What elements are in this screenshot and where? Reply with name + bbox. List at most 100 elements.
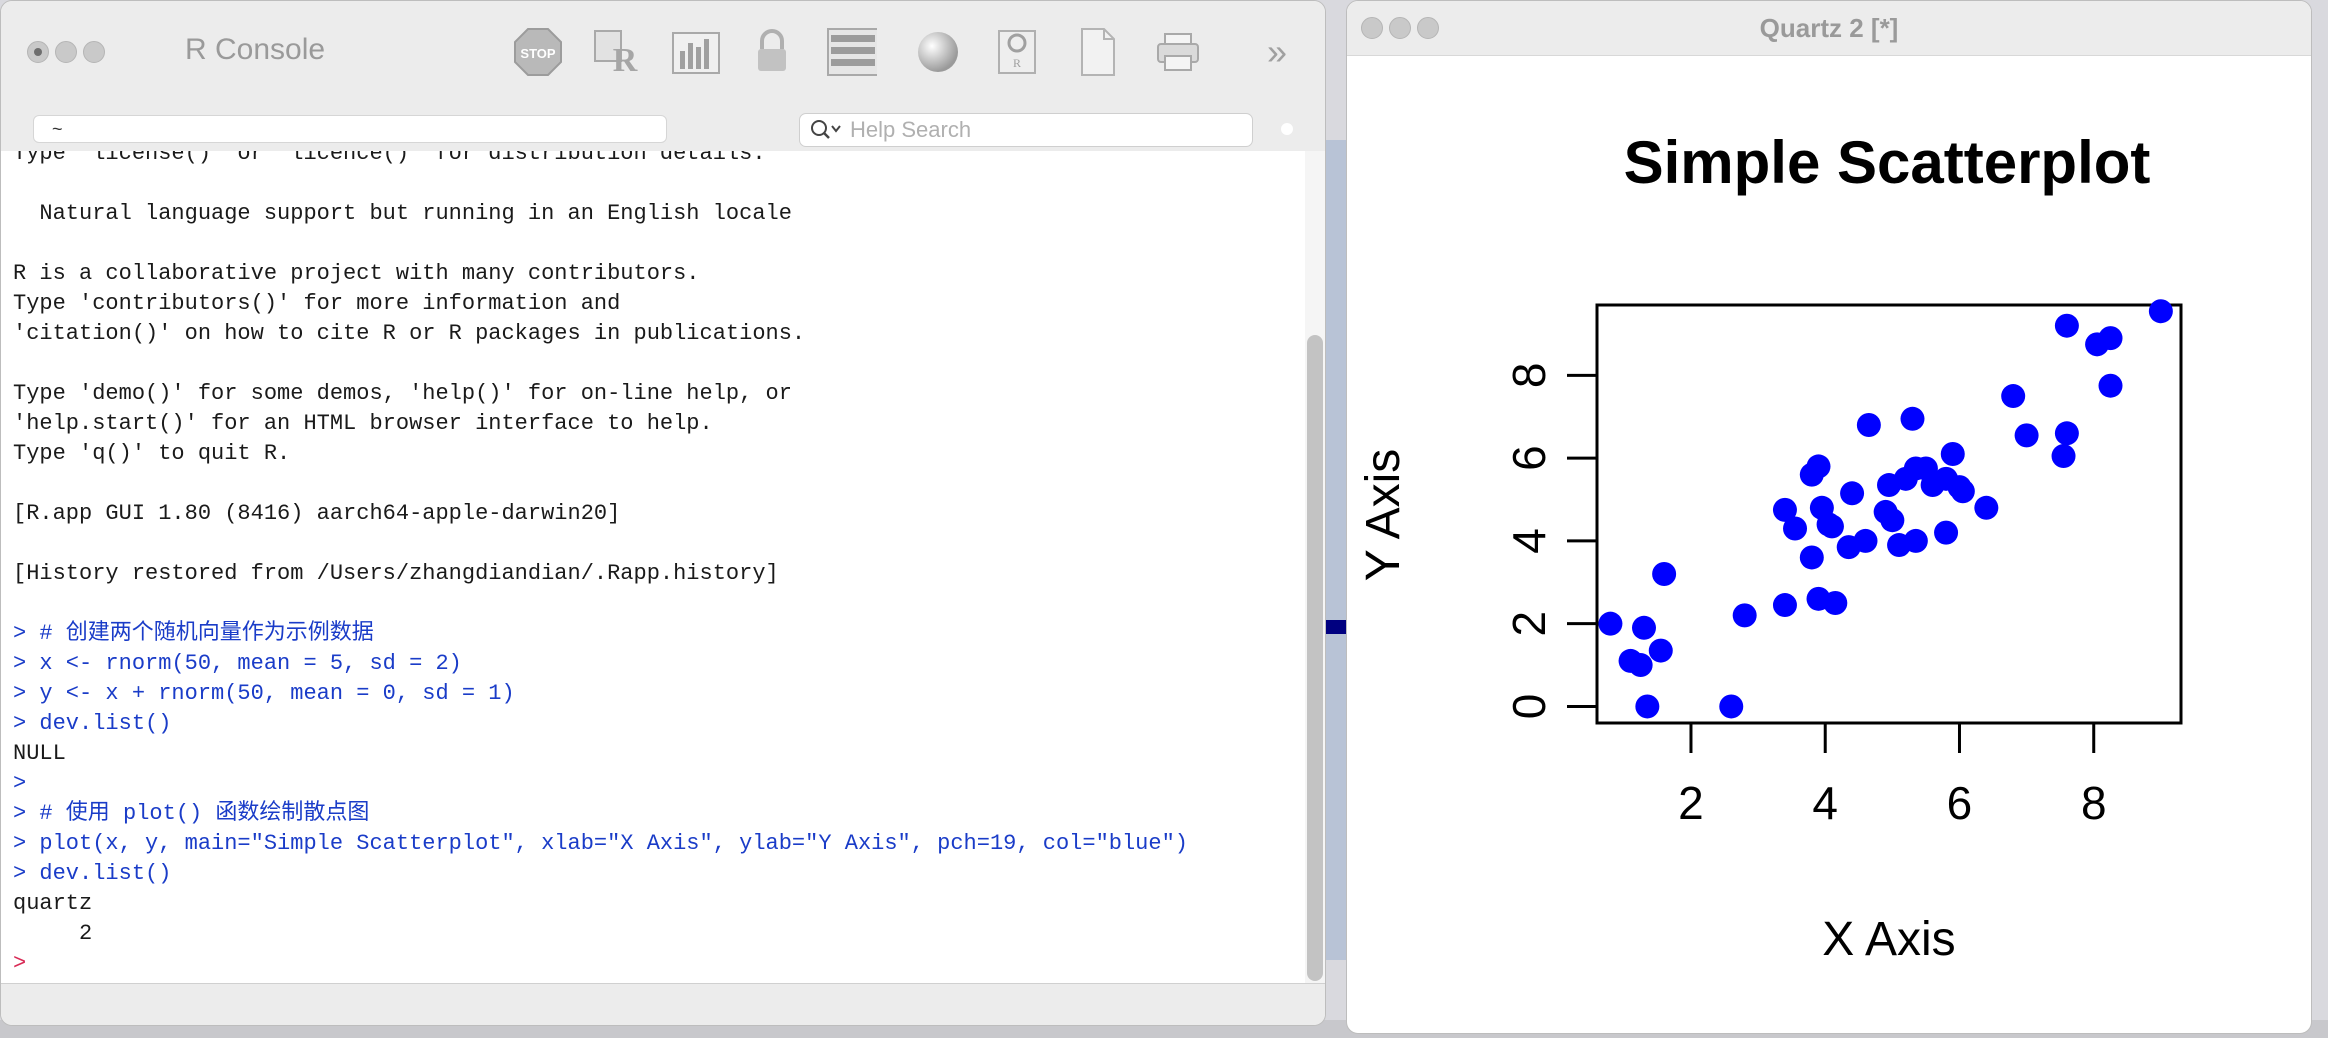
data-point (1806, 454, 1831, 479)
data-point (1840, 481, 1865, 506)
stop-icon: STOP (514, 28, 562, 76)
console-line: > # 创建两个随机向量作为示例数据 (13, 621, 374, 646)
console-line: [History restored from /Users/zhangdiand… (13, 561, 779, 586)
close-icon[interactable] (1361, 17, 1383, 39)
data-point (2054, 421, 2079, 446)
console-line (13, 229, 1188, 259)
stop-label: STOP (520, 46, 555, 61)
console-line (13, 589, 1188, 619)
console-line: > dev.list() (13, 711, 172, 736)
authorize-button[interactable] (747, 27, 797, 77)
quartz-title: Quartz 2 [*] (1759, 13, 1899, 43)
console-scrollbar-thumb[interactable] (1307, 335, 1323, 981)
data-point (2098, 373, 2123, 398)
y-axis-label: Y Axis (1357, 449, 1410, 582)
svg-text:R: R (613, 42, 638, 77)
minimize-icon[interactable] (1389, 17, 1411, 39)
data-point (1934, 520, 1959, 545)
source-script-button[interactable]: R (591, 27, 641, 77)
data-point (1903, 528, 1928, 553)
color-ball-icon (918, 32, 958, 72)
minimize-icon[interactable] (55, 41, 77, 63)
data-point (2148, 299, 2173, 324)
data-point (1856, 413, 1881, 438)
help-search-input[interactable] (848, 116, 1232, 144)
x-axis-label: X Axis (1822, 913, 1955, 966)
x-tick-label: 4 (1812, 777, 1838, 829)
quartz-device-button[interactable] (671, 27, 721, 77)
chart-title: Simple Scatterplot (1624, 129, 2151, 196)
console-line: > (13, 951, 27, 976)
console-line: quartz (13, 891, 93, 916)
data-point (1635, 694, 1660, 719)
new-document-button[interactable] (1073, 27, 1123, 77)
x-tick-label: 6 (1947, 777, 1973, 829)
console-line (13, 169, 1188, 199)
data-point (1940, 441, 1965, 466)
data-points (1598, 299, 2173, 719)
working-directory-field[interactable]: ~ (33, 115, 667, 143)
print-button[interactable] (1153, 27, 1203, 77)
console-line: > x <- rnorm(50, mean = 5, sd = 2) (13, 651, 462, 676)
list-icon (827, 28, 877, 76)
lock-icon (758, 29, 786, 71)
x-tick-label: 8 (2081, 777, 2107, 829)
data-point (1819, 514, 1844, 539)
console-titlebar: R Console STOP R (1, 1, 1325, 109)
data-point (1799, 545, 1824, 570)
y-tick-label: 2 (1503, 611, 1555, 637)
console-line (13, 529, 1188, 559)
svg-text:R: R (1013, 56, 1021, 70)
zoom-icon[interactable] (1417, 17, 1439, 39)
data-point (1628, 653, 1653, 678)
console-line: 'citation()' on how to cite R or R packa… (13, 321, 806, 346)
package-icon: R (998, 30, 1036, 74)
r-source-icon: R (594, 30, 638, 77)
data-point (1880, 508, 1905, 533)
help-search-field[interactable] (799, 113, 1253, 147)
data-point (1900, 406, 1925, 431)
data-point (1598, 611, 1623, 636)
console-line: Natural language support but running in … (13, 201, 792, 226)
x-axis: 2 4 6 8 (1678, 723, 2107, 829)
data-point (1853, 528, 1878, 553)
data-point (1783, 516, 1808, 541)
data-point (2098, 326, 2123, 351)
data-point (1719, 694, 1744, 719)
console-line: [R.app GUI 1.80 (8416) aarch64-apple-dar… (13, 501, 621, 526)
package-installer-button[interactable]: R (993, 27, 1043, 77)
console-output[interactable]: Type 'license()' or 'licence()' for dist… (1, 151, 1305, 983)
console-line: NULL (13, 741, 66, 766)
quartz-window: Quartz 2 [*] Simple Scatterplot 2 4 6 8 0 2 4… (1346, 0, 2312, 1034)
data-point (1974, 495, 1999, 520)
console-line: Type 'license()' or 'licence()' for dist… (13, 151, 766, 166)
zoom-icon[interactable] (83, 41, 105, 63)
console-line (13, 469, 1188, 499)
data-point (1648, 638, 1673, 663)
data-point (2054, 313, 2079, 338)
color-palette-button[interactable] (913, 27, 963, 77)
data-point (1950, 479, 1975, 504)
console-title: R Console (185, 33, 326, 66)
console-line: > (13, 771, 27, 796)
console-lines: Type 'license()' or 'licence()' for dist… (13, 151, 1188, 979)
console-line: Type 'contributors()' for more informati… (13, 291, 621, 316)
console-line: 2 (13, 921, 93, 946)
console-line: R is a collaborative project with many c… (13, 261, 700, 286)
console-line (13, 349, 1188, 379)
close-icon[interactable] (27, 41, 49, 63)
console-line: > # 使用 plot() 函数绘制散点图 (13, 801, 370, 826)
data-point (1772, 593, 1797, 618)
console-line: Type 'q()' to quit R. (13, 441, 291, 466)
bar-chart-icon (672, 32, 720, 74)
y-tick-label: 6 (1503, 445, 1555, 471)
stop-button[interactable]: STOP (513, 27, 563, 77)
plot-frame (1595, 303, 2183, 725)
workspace-browser-button[interactable] (827, 27, 877, 77)
console-line: > y <- x + rnorm(50, mean = 0, sd = 1) (13, 681, 515, 706)
console-line: Type 'demo()' for some demos, 'help()' f… (13, 381, 792, 406)
y-tick-label: 4 (1503, 528, 1555, 554)
data-point (1652, 562, 1677, 587)
data-point (1823, 590, 1848, 615)
toolbar-overflow-button[interactable]: » (1267, 31, 1288, 72)
